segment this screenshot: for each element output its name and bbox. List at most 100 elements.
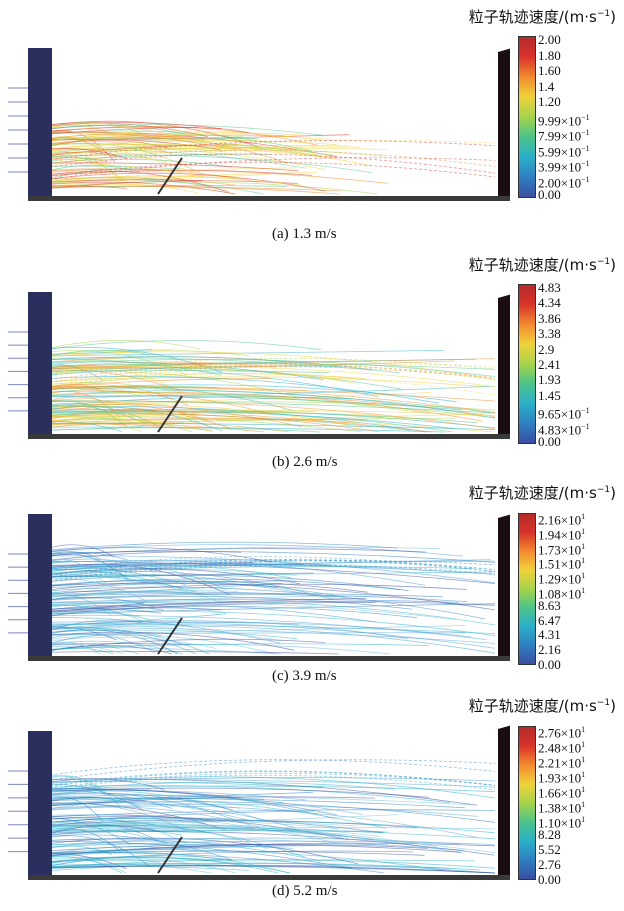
particle-trajectory bbox=[39, 426, 445, 433]
particle-trajectory bbox=[44, 771, 496, 788]
particle-trajectory bbox=[44, 362, 496, 381]
colorbar-title-b: 粒子轨迹速度/(m·s−1) bbox=[468, 256, 616, 274]
particle-trajectory bbox=[44, 363, 496, 387]
particle-trajectory bbox=[39, 787, 429, 798]
particle-trajectory bbox=[39, 802, 188, 832]
particle-trajectory bbox=[39, 829, 387, 833]
colorbar-tick-label: 1.93 bbox=[538, 372, 561, 388]
particle-trajectory bbox=[39, 563, 305, 568]
particle-trajectory bbox=[39, 790, 266, 822]
particle-trajectory bbox=[39, 548, 426, 557]
particle-trajectory bbox=[39, 392, 432, 405]
particle-trajectory bbox=[44, 373, 496, 396]
particle-trajectory bbox=[39, 387, 496, 413]
particle-trajectory bbox=[39, 403, 363, 429]
particle-trajectory bbox=[39, 777, 496, 784]
colorbar-b bbox=[518, 284, 536, 444]
particle-trajectory bbox=[39, 837, 359, 865]
particle-trajectory bbox=[39, 578, 401, 591]
particle-trajectory bbox=[39, 390, 496, 419]
particle-trajectory bbox=[39, 819, 339, 830]
particle-trajectory bbox=[39, 785, 496, 793]
colorbar-tick-label: 2.21×101 bbox=[538, 755, 586, 771]
caption-a: (a) 1.3 m/s bbox=[272, 226, 337, 242]
particle-trajectory bbox=[39, 382, 182, 394]
colorbar-d bbox=[518, 726, 536, 880]
colorbar-tick-label: 0.00 bbox=[538, 657, 561, 672]
particle-trajectory bbox=[39, 369, 185, 394]
particle-trajectory bbox=[39, 368, 169, 386]
particle-trajectory bbox=[39, 846, 200, 856]
baffle bbox=[157, 157, 183, 195]
particle-trajectory bbox=[39, 859, 496, 869]
particle-trajectory bbox=[39, 579, 333, 600]
colorbar-tick-label: 7.99×10−1 bbox=[538, 128, 590, 144]
particle-trajectory bbox=[39, 583, 467, 596]
colorbar-tick-label: 1.94×101 bbox=[538, 526, 586, 543]
colorbar-tick-label: 8.28 bbox=[538, 827, 561, 842]
particle-trajectory bbox=[39, 385, 496, 398]
particle-trajectory bbox=[39, 566, 474, 575]
colorbar-tick-label: 2.76 bbox=[538, 857, 561, 872]
particle-trajectory bbox=[39, 586, 486, 620]
particle-trajectory bbox=[39, 814, 340, 844]
particle-trajectory bbox=[39, 375, 440, 404]
particle-trajectory bbox=[39, 410, 455, 429]
particle-trajectory bbox=[39, 401, 496, 411]
colorbar-tick-label: 1.29×101 bbox=[538, 571, 586, 587]
particle-trajectory bbox=[39, 140, 338, 151]
particle-trajectory bbox=[39, 852, 162, 859]
particle-trajectory bbox=[39, 627, 496, 644]
colorbar-tick-label: 2.00 bbox=[538, 32, 561, 47]
colorbar-tick-label: 1.51×101 bbox=[538, 556, 586, 572]
right-wall bbox=[498, 514, 510, 656]
particle-trajectory bbox=[39, 621, 300, 625]
colorbar-tick-label: 0.00 bbox=[538, 872, 561, 887]
particle-trajectory bbox=[39, 792, 233, 811]
particle-trajectory bbox=[39, 140, 173, 155]
particle-trajectory bbox=[39, 361, 324, 381]
particle-trajectory bbox=[39, 643, 429, 651]
particle-trajectory bbox=[44, 564, 496, 583]
particle-trajectory bbox=[39, 143, 205, 176]
particle-trajectory bbox=[39, 629, 178, 655]
particle-trajectory bbox=[39, 386, 496, 402]
colorbar-tick-label: 1.10×101 bbox=[538, 815, 586, 831]
particle-trajectory bbox=[39, 367, 402, 390]
particle-trajectory bbox=[39, 821, 240, 831]
particle-trajectory bbox=[39, 560, 464, 574]
particle-trajectory bbox=[39, 181, 236, 195]
particle-trajectory bbox=[39, 390, 273, 415]
particle-trajectory bbox=[39, 621, 472, 638]
particle-trajectory bbox=[39, 172, 326, 192]
particle-trajectory bbox=[44, 772, 496, 790]
particle-trajectory bbox=[39, 392, 429, 414]
left-wall bbox=[28, 514, 52, 656]
floor bbox=[28, 656, 510, 661]
particle-trajectory bbox=[39, 146, 360, 156]
particle-trajectory bbox=[39, 124, 178, 137]
colorbar-tick-label: 3.38 bbox=[538, 326, 561, 342]
particle-trajectory bbox=[44, 556, 496, 573]
floor bbox=[28, 434, 510, 439]
floor bbox=[28, 875, 510, 880]
caption-c: (c) 3.9 m/s bbox=[272, 668, 337, 684]
particle-trajectory bbox=[39, 598, 459, 603]
particle-trajectory bbox=[39, 181, 379, 195]
particle-trajectory bbox=[39, 789, 335, 819]
particle-trajectory bbox=[39, 349, 175, 358]
particle-trajectory bbox=[39, 390, 496, 419]
colorbar-tick-label: 2.48×101 bbox=[538, 740, 586, 756]
particle-trajectory bbox=[39, 634, 276, 655]
colorbar-tick-label: 2.16 bbox=[538, 642, 561, 658]
colorbar-tick-label: 1.45 bbox=[538, 387, 561, 403]
right-wall bbox=[498, 294, 510, 434]
particle-trajectory bbox=[39, 809, 496, 818]
particle-trajectory bbox=[44, 157, 496, 181]
particle-trajectory bbox=[39, 856, 279, 874]
particle-trajectory bbox=[39, 640, 183, 655]
colorbar-title-c: 粒子轨迹速度/(m·s−1) bbox=[468, 484, 616, 502]
particle-trajectory bbox=[39, 851, 290, 874]
particle-trajectory bbox=[39, 132, 319, 156]
colorbar-tick-label: 1.66×101 bbox=[538, 785, 586, 801]
